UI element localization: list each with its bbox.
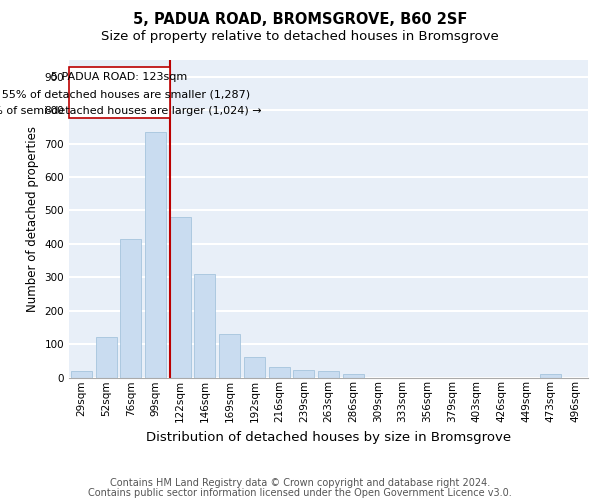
Bar [318, 372, 339, 378]
Bar [541, 374, 562, 378]
Text: 5, PADUA ROAD, BROMSGROVE, B60 2SF: 5, PADUA ROAD, BROMSGROVE, B60 2SF [133, 12, 467, 28]
Bar [71, 372, 92, 378]
Bar [120, 239, 141, 378]
Bar [145, 132, 166, 378]
Bar [95, 336, 116, 378]
Text: Contains HM Land Registry data © Crown copyright and database right 2024.: Contains HM Land Registry data © Crown c… [110, 478, 490, 488]
Text: 44% of semi-detached houses are larger (1,024) →: 44% of semi-detached houses are larger (… [0, 106, 261, 117]
X-axis label: Distribution of detached houses by size in Bromsgrove: Distribution of detached houses by size … [146, 430, 511, 444]
Text: Contains public sector information licensed under the Open Government Licence v3: Contains public sector information licen… [88, 488, 512, 498]
Bar [343, 374, 364, 378]
Y-axis label: Number of detached properties: Number of detached properties [26, 126, 39, 312]
Bar [219, 334, 240, 378]
Text: Size of property relative to detached houses in Bromsgrove: Size of property relative to detached ho… [101, 30, 499, 43]
Bar [269, 368, 290, 378]
Text: ← 55% of detached houses are smaller (1,287): ← 55% of detached houses are smaller (1,… [0, 89, 250, 99]
Bar [170, 217, 191, 378]
Bar [194, 274, 215, 378]
Bar [244, 358, 265, 378]
Text: 5 PADUA ROAD: 123sqm: 5 PADUA ROAD: 123sqm [51, 72, 187, 82]
Bar [293, 370, 314, 378]
FancyBboxPatch shape [69, 66, 170, 118]
